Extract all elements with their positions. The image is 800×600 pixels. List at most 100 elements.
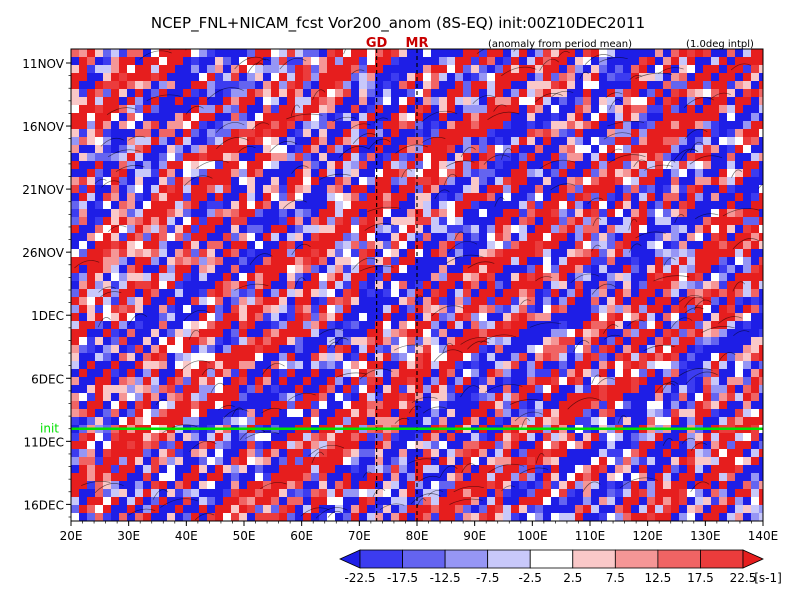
field-cell xyxy=(487,473,495,481)
field-cell xyxy=(407,345,415,353)
field-cell xyxy=(447,241,455,249)
field-cell xyxy=(71,201,79,209)
field-cell xyxy=(711,169,719,177)
field-cell xyxy=(175,81,183,89)
field-cell xyxy=(751,401,759,409)
field-cell xyxy=(647,417,655,425)
field-cell xyxy=(687,209,695,217)
field-cell xyxy=(143,289,151,297)
field-cell xyxy=(679,225,687,233)
field-cell xyxy=(127,321,135,329)
field-cell xyxy=(607,73,615,81)
field-cell xyxy=(167,105,175,113)
field-cell xyxy=(343,337,351,345)
field-cell xyxy=(303,273,311,281)
field-cell xyxy=(191,313,199,321)
field-cell xyxy=(423,337,431,345)
field-cell xyxy=(527,65,535,73)
field-cell xyxy=(607,129,615,137)
field-cell xyxy=(359,465,367,473)
field-cell xyxy=(511,73,519,81)
field-cell xyxy=(511,129,519,137)
field-cell xyxy=(647,89,655,97)
field-cell xyxy=(311,329,319,337)
field-cell xyxy=(327,241,335,249)
field-cell xyxy=(703,497,711,505)
field-cell xyxy=(143,313,151,321)
field-cell xyxy=(135,433,143,441)
field-cell xyxy=(479,473,487,481)
field-cell xyxy=(343,505,351,513)
field-cell xyxy=(303,265,311,273)
field-cell xyxy=(623,433,631,441)
field-cell xyxy=(647,153,655,161)
field-cell xyxy=(159,441,167,449)
field-cell xyxy=(287,225,295,233)
field-cell xyxy=(535,201,543,209)
field-cell xyxy=(679,113,687,121)
field-cell xyxy=(143,217,151,225)
field-cell xyxy=(319,241,327,249)
field-cell xyxy=(407,401,415,409)
field-cell xyxy=(551,201,559,209)
field-cell xyxy=(295,305,303,313)
field-cell xyxy=(623,473,631,481)
field-cell xyxy=(247,225,255,233)
field-cell xyxy=(735,49,743,57)
field-cell xyxy=(511,145,519,153)
field-cell xyxy=(503,225,511,233)
field-cell xyxy=(495,457,503,465)
field-cell xyxy=(695,465,703,473)
field-cell xyxy=(527,49,535,57)
field-cell xyxy=(495,57,503,65)
field-cell xyxy=(431,241,439,249)
field-cell xyxy=(759,457,763,465)
field-cell xyxy=(495,417,503,425)
field-cell xyxy=(295,441,303,449)
field-cell xyxy=(679,417,687,425)
field-cell xyxy=(151,97,159,105)
field-cell xyxy=(95,57,103,65)
field-cell xyxy=(727,497,735,505)
field-cell xyxy=(503,313,511,321)
field-cell xyxy=(503,121,511,129)
field-cell xyxy=(295,81,303,89)
field-cell xyxy=(343,273,351,281)
field-cell xyxy=(471,497,479,505)
field-cell xyxy=(383,233,391,241)
field-cell xyxy=(527,161,535,169)
field-cell xyxy=(79,449,87,457)
field-cell xyxy=(455,57,463,65)
field-cell xyxy=(591,417,599,425)
field-cell xyxy=(743,321,751,329)
field-cell xyxy=(215,145,223,153)
field-cell xyxy=(463,49,471,57)
field-cell xyxy=(599,241,607,249)
field-cell xyxy=(623,369,631,377)
field-cell xyxy=(199,297,207,305)
field-cell xyxy=(743,233,751,241)
field-cell xyxy=(287,465,295,473)
field-cell xyxy=(335,273,343,281)
field-cell xyxy=(351,121,359,129)
field-cell xyxy=(215,153,223,161)
field-cell xyxy=(159,169,167,177)
field-cell xyxy=(527,393,535,401)
field-cell xyxy=(287,289,295,297)
field-cell xyxy=(279,153,287,161)
field-cell xyxy=(199,241,207,249)
field-cell xyxy=(639,265,647,273)
field-cell xyxy=(271,473,279,481)
field-cell xyxy=(151,201,159,209)
field-cell xyxy=(759,385,763,393)
field-cell xyxy=(191,489,199,497)
field-cell xyxy=(511,185,519,193)
field-cell xyxy=(135,481,143,489)
field-cell xyxy=(231,481,239,489)
field-cell xyxy=(543,433,551,441)
field-cell xyxy=(487,57,495,65)
field-cell xyxy=(615,177,623,185)
field-cell xyxy=(703,249,711,257)
field-cell xyxy=(399,97,407,105)
field-cell xyxy=(167,137,175,145)
